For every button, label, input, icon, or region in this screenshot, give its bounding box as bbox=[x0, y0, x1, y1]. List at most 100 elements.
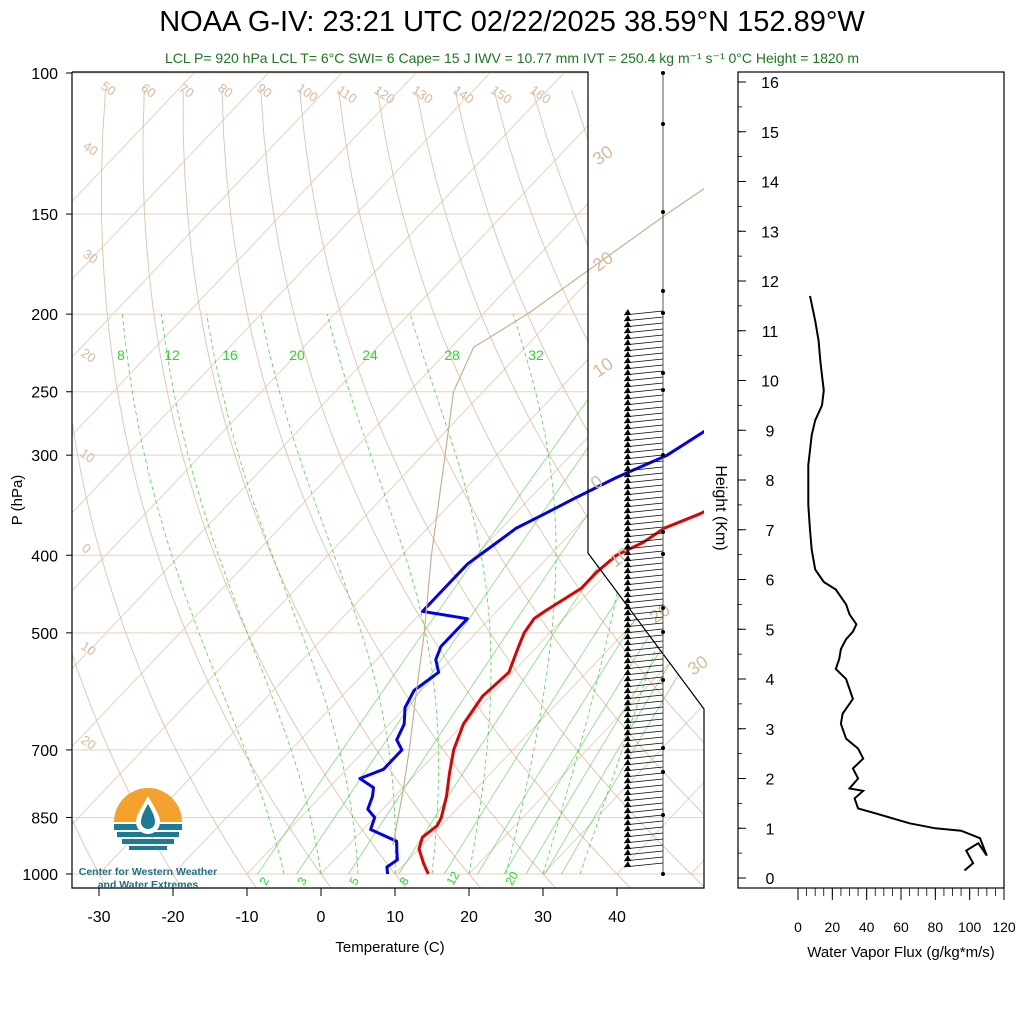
dry-adiabat bbox=[72, 89, 259, 888]
dry-adiabat bbox=[101, 89, 334, 888]
wind-level-dot bbox=[661, 289, 665, 293]
wind-barb-pennant bbox=[624, 483, 631, 489]
dry-adiabat bbox=[299, 89, 704, 888]
isotherm-line bbox=[72, 72, 343, 875]
wind-barb-pennant bbox=[624, 633, 631, 639]
wind-barb-pennant bbox=[624, 861, 631, 867]
theta-label: 130 bbox=[409, 82, 435, 107]
theta-label: 30 bbox=[589, 141, 617, 169]
temperature-tick-label: 30 bbox=[534, 909, 552, 926]
mixing-ratio-label: 5 bbox=[346, 874, 362, 887]
wind-barb-pennant bbox=[624, 777, 631, 783]
dry-adiabat bbox=[338, 89, 704, 888]
height-tick-label: 11 bbox=[762, 324, 779, 341]
wind-barb-pennant bbox=[624, 795, 631, 801]
wind-barb-pennant bbox=[624, 501, 631, 507]
dry-adiabat bbox=[454, 89, 704, 888]
wind-level-dot bbox=[661, 371, 665, 375]
mixing-ratio-line bbox=[296, 354, 654, 875]
wind-level-dot bbox=[661, 122, 665, 126]
wind-barb-pennant bbox=[624, 705, 631, 711]
temperature-axis-title: Temperature (C) bbox=[335, 939, 444, 956]
wind-barb-pennant bbox=[624, 849, 631, 855]
wind-barb-pennant bbox=[624, 327, 631, 333]
wind-barb-pennant bbox=[624, 333, 631, 339]
cw3e-logo: Center for Western Weather and Water Ext… bbox=[70, 782, 226, 894]
mixing-ratio-label: 24 bbox=[362, 347, 378, 363]
wind-barb-pennant bbox=[624, 357, 631, 363]
wind-barb-pennant bbox=[624, 375, 631, 381]
wind-barb-pennant bbox=[624, 315, 631, 321]
mixing-ratio-label: 28 bbox=[444, 347, 460, 363]
wind-barb-pennant bbox=[624, 645, 631, 651]
theta-label: 60 bbox=[138, 80, 158, 101]
mixing-ratio-label: 8 bbox=[396, 874, 412, 887]
wind-barb-pennant bbox=[624, 585, 631, 591]
flux-tick-label: 0 bbox=[794, 919, 802, 935]
wind-level-dot bbox=[661, 311, 665, 315]
pressure-tick-label: 200 bbox=[31, 307, 58, 324]
mixing-ratio-label: 12 bbox=[164, 347, 180, 363]
temperature-tick-label: -20 bbox=[161, 909, 184, 926]
wind-level-dot bbox=[661, 71, 665, 75]
wind-barb-pennant bbox=[624, 573, 631, 579]
wind-barb-pennant bbox=[624, 807, 631, 813]
pressure-tick-label: 1000 bbox=[22, 867, 58, 884]
wind-barb-pennant bbox=[624, 321, 631, 327]
isotherm-line bbox=[320, 72, 704, 875]
wind-barb-pennant bbox=[624, 711, 631, 717]
wind-barb-pennant bbox=[624, 447, 631, 453]
moist-adiabat bbox=[505, 313, 557, 875]
wind-level-dot bbox=[661, 678, 665, 682]
wind-barb-pennant bbox=[624, 531, 631, 537]
theta-label: 150 bbox=[488, 82, 514, 107]
wind-barb-pennant bbox=[624, 621, 631, 627]
theta-label: 30 bbox=[684, 651, 712, 679]
wind-barb-pennant bbox=[624, 339, 631, 345]
wind-barb-pennant bbox=[624, 423, 631, 429]
flux-tick-label: 20 bbox=[825, 919, 841, 935]
isotherm-line bbox=[172, 72, 704, 875]
temperature-tick-label: 10 bbox=[386, 909, 404, 926]
wind-barb-pennant bbox=[624, 309, 631, 315]
height-tick-label: 10 bbox=[761, 374, 779, 391]
wind-barb-pennant bbox=[624, 843, 631, 849]
wind-barb-pennant bbox=[624, 687, 631, 693]
wind-barb-pennant bbox=[624, 477, 631, 483]
pressure-tick-label: 100 bbox=[31, 66, 58, 83]
pressure-tick-label: 700 bbox=[31, 743, 58, 760]
wind-barb-pennant bbox=[624, 603, 631, 609]
dry-adiabat bbox=[376, 89, 704, 888]
pressure-axis-title: P (hPa) bbox=[9, 475, 26, 526]
theta-label: 20 bbox=[78, 345, 98, 366]
moist-adiabat bbox=[579, 314, 704, 875]
flux-axis-title: Water Vapor Flux (g/kg*m/s) bbox=[807, 944, 995, 961]
wind-level-dot bbox=[661, 606, 665, 610]
isotherm-line bbox=[72, 72, 195, 875]
height-tick-label: 6 bbox=[766, 573, 775, 590]
height-tick-label: 15 bbox=[761, 125, 779, 142]
height-tick-label: 16 bbox=[761, 75, 779, 92]
wind-barb-pennant bbox=[624, 579, 631, 585]
isotherm-line bbox=[98, 72, 704, 875]
wind-barb-pennant bbox=[624, 435, 631, 441]
isotherm-line bbox=[468, 72, 704, 875]
wind-barb-pennant bbox=[624, 471, 631, 477]
pressure-tick-label: 500 bbox=[31, 626, 58, 643]
theta-label: 20 bbox=[589, 247, 617, 275]
wind-barb-pennant bbox=[624, 459, 631, 465]
wind-barb-pennant bbox=[624, 681, 631, 687]
wind-barb-pennant bbox=[624, 417, 631, 423]
wind-barb-pennant bbox=[624, 411, 631, 417]
wind-barb-pennant bbox=[624, 399, 631, 405]
wind-barb-pennant bbox=[624, 369, 631, 375]
height-tick-label: 7 bbox=[766, 523, 775, 540]
isotherm-line bbox=[72, 72, 565, 875]
theta-label: 30 bbox=[80, 246, 100, 267]
wind-barb-pennant bbox=[624, 801, 631, 807]
moist-adiabat bbox=[206, 314, 359, 875]
height-tick-label: 2 bbox=[766, 772, 775, 789]
dry-adiabat bbox=[415, 89, 704, 888]
dry-adiabat bbox=[571, 89, 704, 888]
